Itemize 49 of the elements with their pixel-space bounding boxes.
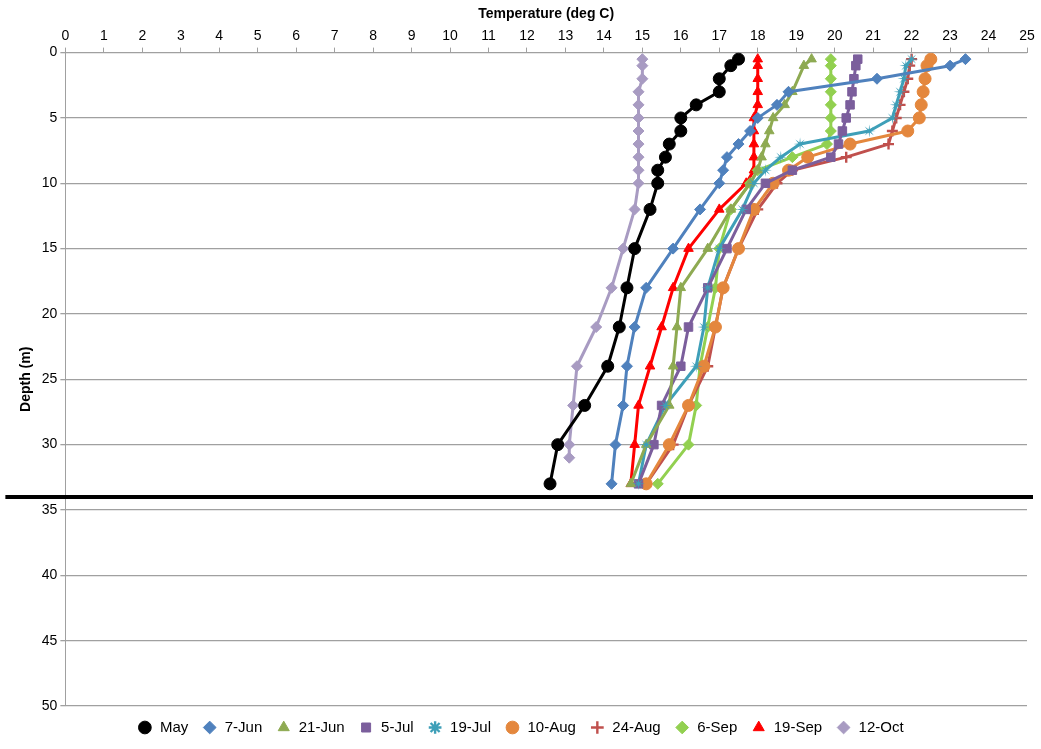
- y-tick-label: 30: [41, 435, 58, 452]
- y-axis-title: Depth (m): [17, 346, 34, 412]
- x-tick-label: 2: [138, 27, 147, 44]
- x-tick-label: 22: [903, 27, 920, 44]
- y-tick-label: 50: [41, 696, 58, 713]
- y-tick-label: 10: [41, 174, 58, 191]
- x-tick-label: 3: [176, 27, 185, 44]
- legend-label: 5-Jul: [381, 717, 414, 735]
- legend-label: 12-Oct: [858, 717, 905, 735]
- x-axis-title: Temperature (deg C): [478, 5, 615, 22]
- x-tick-label: 6: [292, 27, 301, 44]
- legend-label: 21-Jun: [298, 717, 345, 735]
- x-tick-label: 0: [61, 27, 70, 44]
- y-tick-label: 45: [41, 631, 58, 648]
- y-tick-label: 0: [49, 43, 58, 60]
- x-tick-label: 16: [673, 27, 689, 44]
- legend-label: 7-Jun: [224, 717, 263, 735]
- x-tick-label: 12: [519, 27, 535, 44]
- x-tick-label: 20: [826, 27, 843, 44]
- y-tick-label: 25: [41, 370, 58, 387]
- y-tick-label: 35: [41, 500, 58, 517]
- legend-label: May: [159, 717, 189, 735]
- x-tick-label: 14: [596, 27, 612, 44]
- x-tick-label: 19: [788, 27, 805, 44]
- x-tick-label: 4: [215, 27, 224, 44]
- x-tick-label: 21: [865, 27, 882, 44]
- x-tick-label: 15: [634, 27, 651, 44]
- x-tick-label: 24: [980, 27, 997, 44]
- x-tick-label: 23: [942, 27, 959, 44]
- y-tick-label: 5: [49, 108, 58, 125]
- x-tick-label: 1: [99, 27, 108, 44]
- x-tick-label: 18: [749, 27, 766, 44]
- x-tick-label: 8: [369, 27, 378, 44]
- x-tick-label: 17: [711, 27, 728, 44]
- y-tick-label: 40: [41, 566, 58, 583]
- legend-label: 6-Sep: [697, 717, 738, 735]
- x-tick-label: 5: [253, 27, 262, 44]
- legend-label: 10-Aug: [527, 717, 576, 735]
- y-tick-label: 20: [41, 304, 58, 321]
- legend-label: 19-Jul: [450, 717, 491, 735]
- legend-label: 19-Sep: [773, 717, 823, 735]
- x-tick-label: 13: [557, 27, 574, 44]
- x-tick-label: 7: [330, 27, 339, 44]
- legend-label: 24-Aug: [612, 717, 661, 735]
- x-tick-label: 11: [481, 27, 496, 44]
- x-tick-label: 9: [407, 27, 416, 44]
- x-tick-label: 25: [1019, 27, 1035, 44]
- x-tick-label: 10: [442, 27, 459, 44]
- y-tick-label: 15: [41, 239, 58, 256]
